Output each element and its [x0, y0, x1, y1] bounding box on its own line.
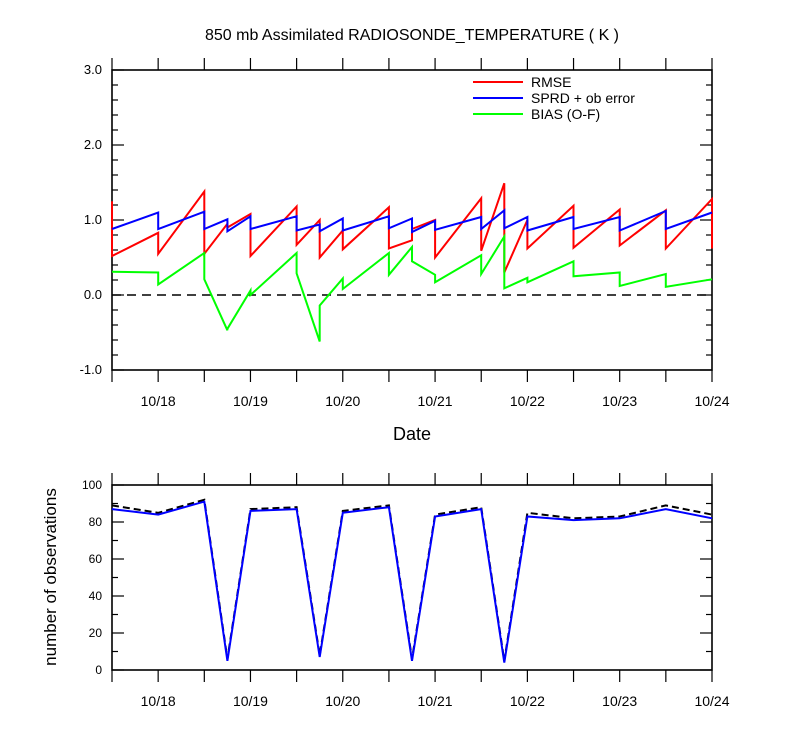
legend-label-rmse: RMSE [531, 74, 571, 90]
y-tick-label: 3.0 [84, 62, 102, 77]
x-tick-label: 10/20 [325, 693, 360, 709]
x-tick-label: 10/22 [510, 393, 545, 409]
series-line-sprd-ob-error [111, 208, 713, 234]
x-tick-label: 10/19 [233, 393, 268, 409]
series-line-bias-o-f [111, 232, 713, 342]
y-tick-label: 1.0 [84, 212, 102, 227]
x-tick-label: 10/19 [233, 693, 268, 709]
x-tick-label: 10/23 [602, 393, 637, 409]
x-tick-label: 10/20 [325, 393, 360, 409]
chart-title: 850 mb Assimilated RADIOSONDE_TEMPERATUR… [205, 27, 619, 44]
legend-label-bias-o-f: BIAS (O-F) [531, 106, 600, 122]
y-tick-label: -1.0 [80, 362, 102, 377]
x-tick-label: 10/21 [418, 693, 453, 709]
y-tick-label: 2.0 [84, 137, 102, 152]
y-axis-label: number of observations [41, 488, 60, 666]
x-tick-label: 10/24 [694, 393, 729, 409]
top-panel: -1.0 0.0 1.0 2.0 3.0 10/18 10/19 10/20 10/21 10/2… [80, 58, 730, 409]
series-line-assimilated [111, 500, 713, 663]
y-tick-label: 0.0 [84, 287, 102, 302]
x-tick-label: 10/23 [602, 693, 637, 709]
series-line-possible [111, 498, 713, 661]
x-tick-label: 10/24 [694, 693, 729, 709]
y-tick-label: 100 [82, 478, 102, 492]
x-axis-label: Date [393, 424, 431, 444]
x-tick-label: 10/18 [141, 693, 176, 709]
series-line-rmse [111, 182, 713, 273]
x-tick-label: 10/22 [510, 693, 545, 709]
y-tick-label: 40 [89, 589, 103, 603]
bottom-panel: 0 20 40 60 80 100 10/18 10/19 10/20 10/21 10/22 10/… [82, 473, 730, 709]
x-tick-label: 10/21 [418, 393, 453, 409]
y-tick-label: 0 [95, 663, 102, 677]
legend-label-sprd-ob-error: SPRD + ob error [531, 90, 635, 106]
plot-frame [111, 484, 713, 671]
y-tick-label: 60 [89, 552, 103, 566]
x-tick-label: 10/18 [141, 393, 176, 409]
y-tick-label: 20 [89, 626, 103, 640]
y-tick-label: 80 [89, 515, 103, 529]
